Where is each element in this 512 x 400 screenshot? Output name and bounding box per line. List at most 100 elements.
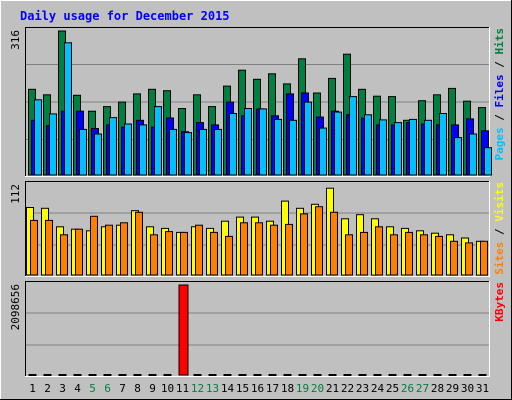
bar-sites-day-20 [315,206,323,276]
bar-pages-day-29 [454,137,462,176]
panel-kbytes-background [25,281,490,377]
bar-kbytes-day-30 [463,374,472,376]
bar-pages-day-10 [169,128,177,176]
bar-pages-day-9 [154,106,162,176]
x-tick-label-day-12: 12 [191,382,204,395]
series-pages [34,42,492,176]
x-tick-label-day-22: 22 [341,382,354,395]
bar-pages-day-4 [79,128,87,176]
legend-entry-sites: Sites [493,242,506,275]
bar-sites-day-17 [270,224,278,276]
bar-sites-day-2 [45,219,53,276]
x-tick-label-day-17: 17 [266,382,279,395]
x-tick-label-day-14: 14 [221,382,235,395]
bar-kbytes-day-25 [388,374,397,376]
legend-separator: / [493,108,506,128]
bar-sites-day-26 [405,231,413,276]
legend-entry-kbytes: KBytes [493,282,506,322]
bar-pages-day-2 [49,113,57,176]
legend-separator: / [493,222,506,242]
bar-pages-day-1 [34,99,42,176]
panel-kbytes-max-label: 2098656 [9,284,22,330]
chart-panels: 316 Pages / Files / Hits 112 Sites / Visits… [9,27,506,377]
bar-pages-day-20 [319,127,327,176]
bar-sites-day-23 [360,231,368,276]
series-kbytes [28,284,487,376]
x-tick-label-day-9: 9 [149,382,156,395]
bar-kbytes-day-2 [43,374,52,376]
bar-kbytes-day-12 [193,374,202,376]
bar-kbytes-day-6 [103,374,112,376]
x-tick-label-day-18: 18 [281,382,294,395]
bar-sites-day-30 [465,242,473,276]
bar-pages-day-12 [199,128,207,176]
chart-title: Daily usage for December 2015 [20,9,230,23]
x-tick-label-day-3: 3 [59,382,66,395]
bar-kbytes-day-8 [133,374,142,376]
bar-sites-day-10 [165,231,173,276]
bar-kbytes-day-18 [283,374,292,376]
bar-pages-day-18 [289,119,297,176]
bar-pages-day-15 [244,108,252,176]
bar-pages-day-17 [274,118,282,176]
legend-separator: / [493,55,506,75]
x-tick-label-day-19: 19 [296,382,309,395]
bar-sites-day-12 [195,224,203,276]
bar-pages-day-3 [64,42,72,176]
bar-kbytes-day-22 [343,374,352,376]
bar-kbytes-day-13 [208,374,217,376]
bar-kbytes-day-28 [433,374,442,376]
panel-kbytes-legend: KBytes [493,282,506,322]
bar-sites-day-27 [420,234,428,276]
bar-sites-day-11 [180,231,188,276]
bar-sites-day-1 [30,219,38,276]
bar-pages-day-11 [184,132,192,176]
bar-kbytes-day-11 [178,284,189,376]
legend-entry-visits: Visits [493,182,506,222]
x-tick-label-day-5: 5 [89,382,96,395]
bar-sites-day-6 [105,224,113,276]
bar-sites-day-15 [240,222,248,276]
bar-sites-day-8 [135,211,143,276]
bar-kbytes-day-17 [268,374,277,376]
x-tick-label-day-11: 11 [176,382,189,395]
bar-pages-day-24 [379,119,387,176]
bar-kbytes-day-19 [298,374,307,376]
x-tick-label-day-7: 7 [119,382,126,395]
bar-kbytes-day-3 [58,374,67,376]
bar-pages-day-23 [364,114,372,176]
bar-kbytes-day-16 [253,374,262,376]
x-tick-label-day-29: 29 [446,382,459,395]
panel-visits-max-label: 112 [9,184,22,204]
bar-sites-day-21 [330,211,338,276]
bar-pages-day-31 [484,147,492,176]
x-tick-label-day-13: 13 [206,382,219,395]
bar-pages-day-5 [94,133,102,176]
bar-kbytes-day-21 [328,374,337,376]
bar-sites-day-24 [375,226,383,276]
bar-kbytes-day-9 [148,374,157,376]
bar-pages-day-30 [469,133,477,176]
bar-sites-day-29 [450,240,458,276]
bar-pages-day-8 [139,124,147,176]
bar-kbytes-day-1 [28,374,37,376]
bar-sites-day-31 [480,240,488,276]
x-tick-label-day-15: 15 [236,382,249,395]
x-tick-label-day-2: 2 [44,382,51,395]
bar-pages-day-21 [334,111,342,176]
x-tick-label-day-24: 24 [371,382,385,395]
bar-sites-day-13 [210,231,218,276]
x-tick-label-day-4: 4 [74,382,81,395]
legend-entry-hits: Hits [493,28,506,55]
x-tick-label-day-23: 23 [356,382,369,395]
bar-sites-day-3 [60,234,68,276]
bar-kbytes-day-14 [223,374,232,376]
bar-sites-day-22 [345,234,353,276]
bar-pages-day-19 [304,101,312,176]
x-tick-label-day-10: 10 [161,382,174,395]
bar-sites-day-5 [90,215,98,276]
bar-kbytes-day-31 [478,374,487,376]
x-tick-label-day-1: 1 [29,382,36,395]
